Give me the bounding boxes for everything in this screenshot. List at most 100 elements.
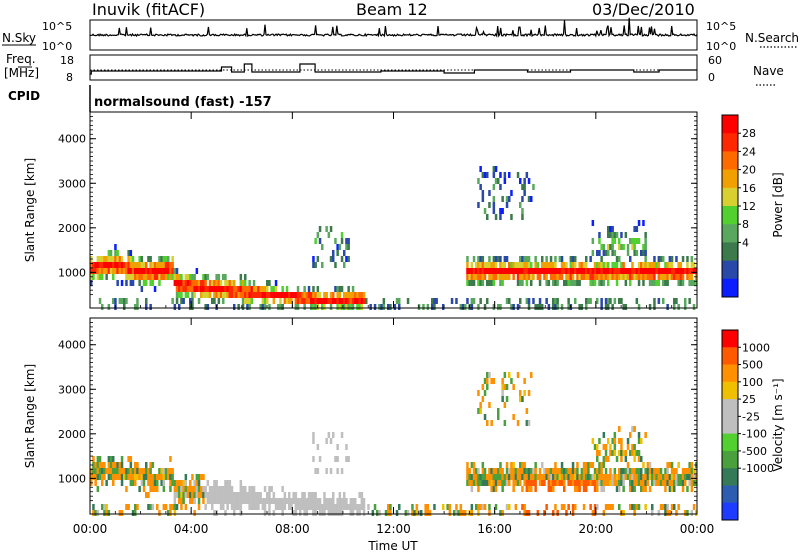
velocity-cell-152 [169,468,172,474]
velocity-cell-253 [222,492,225,498]
velocity-cell-404 [321,510,324,516]
power-cell-656 [516,262,520,268]
velocity-cell-605 [501,474,504,480]
power-cell-373 [301,298,304,304]
velocity-cell-469 [360,504,364,510]
power-cell-934 [629,268,632,274]
velocity-cell-716 [549,486,553,492]
power-cell-1054 [684,268,687,274]
velocity-cell-440 [340,432,344,438]
velocity-cell-985 [664,480,667,486]
power-cell-221 [200,280,203,286]
power-cell-783 [569,268,573,274]
power-cell-960 [637,304,641,310]
power-cell-595 [492,274,496,280]
xtick-label-1: 04:00 [174,522,209,536]
power-cell-208 [191,292,194,298]
velocity-cell-563 [486,384,489,390]
power-cell-661 [519,178,522,184]
power-cell-604 [494,274,498,280]
velocity-cell-80 [129,468,133,474]
velocity-cell-213 [197,498,201,504]
velocity-cell-282 [237,498,240,504]
velocity-cell-679 [527,486,531,492]
power-cell-1072 [692,280,696,286]
power-cell-234 [206,286,210,292]
velocity-cell-586 [494,474,498,480]
velocity-cell-317 [259,498,262,504]
velocity-cell-31 [103,474,106,480]
power-cell-913 [620,244,623,250]
power-cell-509 [442,304,445,310]
power-cell-839 [596,274,599,280]
velocity-cell-472 [362,510,366,516]
velocity-cell-359 [294,498,298,504]
x-axis-label: Time UT [367,539,418,553]
velocity-cell-566 [486,480,489,486]
velocity-cell-89 [134,474,137,480]
power-cell-1065 [690,256,694,262]
velocity-cell-1001 [670,468,674,474]
velocity-cell-774 [580,474,584,480]
velocity-cell-226 [206,492,210,498]
velocity-cell-461 [354,504,357,510]
power-cell-573 [486,280,489,286]
velocity-cell-227 [206,498,210,504]
velocity-cell-311 [255,498,258,504]
velocity-cell-304 [250,498,254,504]
power-cell-523 [468,280,471,286]
velocity-cell-422 [332,432,335,438]
velocity-cell-649 [519,462,522,468]
power-cell-671 [521,208,524,214]
power-cell-869 [607,232,610,238]
power-cell-429 [334,262,337,268]
velocity-cell-129 [153,486,157,492]
velocity-cell-153 [169,474,172,480]
power-cell-563 [483,172,487,178]
velocity-cell-82 [129,480,133,486]
power-cell-169 [173,268,177,274]
velocity-cell-587 [494,480,498,486]
power-colorbar-swatch-5 [722,206,738,225]
power-cell-98 [136,298,139,304]
power-cell-254 [217,286,221,292]
velocity-cell-340 [279,498,282,504]
velocity-cell-641 [514,504,518,510]
power-cell-850 [600,262,603,268]
power-cell-336 [268,304,271,310]
power-cell-319 [259,286,262,292]
power-cell-724 [541,268,544,274]
power-cell-334 [268,280,271,286]
velocity-cell-650 [519,468,522,474]
power-cell-865 [604,274,608,280]
velocity-cell-951 [644,486,647,492]
power-cell-167 [171,274,174,280]
velocity-cell-978 [659,480,663,486]
power-cell-571 [486,262,489,268]
velocity-cell-802 [593,474,597,480]
power-cell-776 [567,268,570,274]
power-cell-551 [479,268,482,274]
velocity-cell-358 [294,492,298,498]
velocity-cell-257 [224,486,227,492]
velocity-cell-575 [490,420,493,426]
power-cell-243 [213,280,216,286]
power-cell-280 [233,304,236,310]
power-cell-517 [466,268,469,274]
velocity-cell-585 [494,468,498,474]
power-cell-352 [281,304,284,310]
velocity-cell-764 [574,504,577,510]
power-cell-42 [112,268,115,274]
velocity-cell-599 [499,510,502,516]
velocity-cell-222 [204,486,207,492]
velocity-cell-26 [101,474,104,480]
power-cell-132 [151,280,155,286]
power-cell-445 [340,256,344,262]
power-cell-343 [274,286,278,292]
power-cell-138 [156,268,159,274]
velocity-cell-960 [648,486,652,492]
velocity-cell-373 [303,510,306,516]
power-cell-674 [521,262,524,268]
power-cell-471 [351,292,355,298]
velocity-cell-665 [523,504,526,510]
